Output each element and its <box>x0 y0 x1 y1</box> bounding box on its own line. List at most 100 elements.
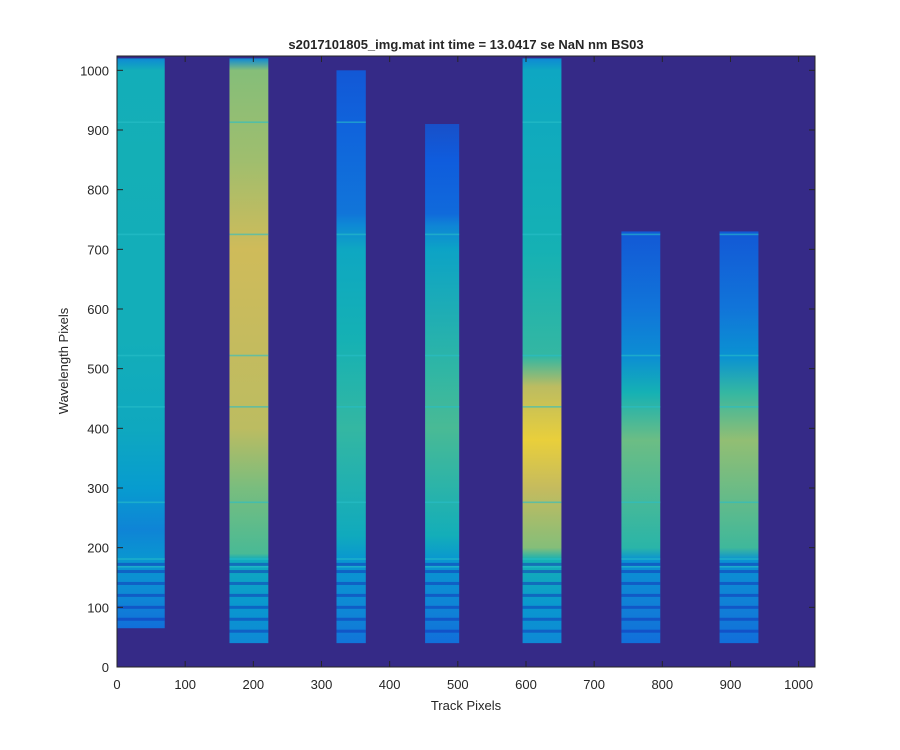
dark-band <box>336 605 366 609</box>
dark-band <box>719 562 759 566</box>
dark-band <box>621 605 661 609</box>
dark-band <box>522 570 562 574</box>
track-body <box>719 231 759 644</box>
y-tick-label: 800 <box>87 183 109 198</box>
dark-band <box>229 629 269 633</box>
dark-band <box>425 562 460 566</box>
dark-band <box>425 570 460 574</box>
track-stripe <box>522 58 562 644</box>
bright-line <box>117 565 165 568</box>
track-body <box>117 58 165 629</box>
bright-line <box>229 121 269 124</box>
bright-line <box>425 406 460 408</box>
y-tick-label: 700 <box>87 242 109 257</box>
dark-band <box>522 629 562 633</box>
bright-line <box>719 233 759 236</box>
x-tick-label: 0 <box>113 677 120 692</box>
x-tick-label: 800 <box>651 677 673 692</box>
y-axis-label: Wavelength Pixels <box>56 307 71 414</box>
dark-band <box>719 570 759 574</box>
dark-band <box>425 629 460 633</box>
dark-band <box>336 562 366 566</box>
dark-band <box>117 581 165 585</box>
track-body <box>336 70 366 644</box>
bright-line <box>621 354 661 357</box>
track-stripe <box>117 58 165 629</box>
dark-band <box>522 562 562 566</box>
dark-band <box>229 570 269 574</box>
bright-line <box>117 406 165 408</box>
y-tick-label: 1000 <box>80 63 109 78</box>
bright-line <box>719 354 759 357</box>
bright-line <box>522 233 562 236</box>
dark-band <box>719 617 759 621</box>
y-tick-label: 600 <box>87 302 109 317</box>
bright-line <box>425 501 460 504</box>
bright-line <box>621 406 661 408</box>
dark-band <box>117 562 165 566</box>
dark-band <box>522 617 562 621</box>
x-tick-label: 400 <box>379 677 401 692</box>
bright-line <box>117 121 165 124</box>
dark-band <box>522 593 562 597</box>
bright-line <box>425 354 460 357</box>
dark-band <box>621 629 661 633</box>
y-tick-label: 200 <box>87 541 109 556</box>
bright-line <box>425 565 460 568</box>
y-tick-label: 400 <box>87 421 109 436</box>
dark-band <box>229 581 269 585</box>
dark-band <box>621 581 661 585</box>
dark-band <box>719 605 759 609</box>
track-body <box>229 58 269 644</box>
bright-line <box>621 233 661 236</box>
dark-band <box>336 593 366 597</box>
bright-line <box>425 233 460 236</box>
bright-line <box>336 406 366 408</box>
bright-line <box>621 501 661 504</box>
dark-band <box>336 629 366 633</box>
bright-line <box>719 406 759 408</box>
bright-line <box>336 354 366 357</box>
bright-line <box>522 501 562 504</box>
track-body <box>621 231 661 644</box>
bright-line <box>117 558 165 560</box>
track-body <box>425 124 460 644</box>
bright-line <box>229 233 269 236</box>
dark-band <box>229 593 269 597</box>
dark-band <box>229 605 269 609</box>
x-tick-label: 1000 <box>784 677 813 692</box>
y-tick-label: 900 <box>87 123 109 138</box>
bright-line <box>336 233 366 236</box>
bright-line <box>621 565 661 568</box>
dark-band <box>425 593 460 597</box>
dark-band <box>117 570 165 574</box>
x-axis-label: Track Pixels <box>431 698 502 713</box>
bright-line <box>117 501 165 504</box>
dark-band <box>336 617 366 621</box>
bright-line <box>229 565 269 568</box>
y-tick-label: 500 <box>87 362 109 377</box>
dark-band <box>229 562 269 566</box>
dark-band <box>117 617 165 621</box>
track-stripe <box>425 124 460 644</box>
dark-band <box>117 593 165 597</box>
dark-band <box>621 570 661 574</box>
x-tick-label: 500 <box>447 677 469 692</box>
dark-band <box>522 581 562 585</box>
bright-line <box>229 558 269 560</box>
chart-title: s2017101805_img.mat int time = 13.0417 s… <box>288 37 643 52</box>
axes-frame <box>116 55 816 668</box>
dark-band <box>621 593 661 597</box>
dark-band <box>336 570 366 574</box>
bright-line <box>522 565 562 568</box>
track-body <box>522 58 562 644</box>
track-stripe <box>229 58 269 644</box>
dark-band <box>336 581 366 585</box>
bright-line <box>336 558 366 560</box>
bright-line <box>522 354 562 357</box>
bright-line <box>117 233 165 236</box>
bright-line <box>522 121 562 124</box>
bright-line <box>522 406 562 408</box>
